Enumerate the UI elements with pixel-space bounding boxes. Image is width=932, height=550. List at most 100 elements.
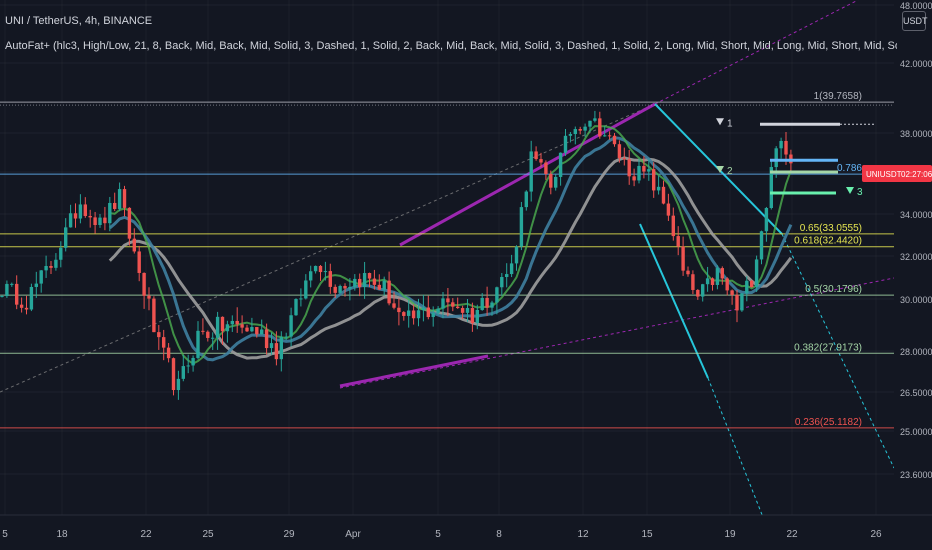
candle[interactable] bbox=[318, 264, 323, 281]
candle[interactable] bbox=[240, 315, 244, 334]
candle[interactable] bbox=[235, 307, 239, 333]
candle[interactable] bbox=[529, 140, 533, 202]
candle[interactable] bbox=[113, 192, 117, 212]
candle[interactable] bbox=[157, 324, 161, 350]
candle[interactable] bbox=[176, 370, 181, 400]
candle[interactable] bbox=[54, 253, 58, 271]
candle[interactable] bbox=[495, 286, 499, 315]
candle[interactable] bbox=[103, 206, 107, 231]
candle[interactable] bbox=[142, 272, 146, 309]
candle[interactable] bbox=[211, 332, 215, 351]
candle[interactable] bbox=[740, 293, 744, 312]
candle[interactable] bbox=[59, 241, 63, 268]
candle[interactable] bbox=[362, 261, 367, 299]
candle[interactable] bbox=[607, 131, 612, 140]
candle[interactable] bbox=[759, 230, 764, 265]
candle[interactable] bbox=[93, 211, 97, 234]
candle[interactable] bbox=[647, 158, 651, 181]
candle[interactable] bbox=[480, 293, 484, 311]
candle[interactable] bbox=[402, 311, 406, 321]
candle[interactable] bbox=[622, 147, 626, 166]
candle[interactable] bbox=[696, 289, 700, 300]
candle[interactable] bbox=[750, 279, 754, 288]
candle[interactable] bbox=[558, 152, 563, 186]
candle[interactable] bbox=[127, 207, 132, 246]
price-axis[interactable]: 48.000042.000038.000036.000034.000032.00… bbox=[862, 0, 932, 550]
candle[interactable] bbox=[397, 298, 401, 326]
candle[interactable] bbox=[681, 236, 685, 276]
candle[interactable] bbox=[392, 291, 396, 310]
candle[interactable] bbox=[78, 194, 83, 224]
candle[interactable] bbox=[485, 286, 489, 316]
candle[interactable] bbox=[108, 196, 112, 232]
candle[interactable] bbox=[632, 168, 636, 187]
candle[interactable] bbox=[764, 206, 769, 242]
candle[interactable] bbox=[603, 126, 607, 137]
candle[interactable] bbox=[206, 330, 210, 342]
time-axis[interactable]: 5 18 22 25 29 Apr 5 8 12 15 19 22 26 bbox=[0, 514, 932, 550]
candle[interactable] bbox=[387, 271, 391, 306]
candle[interactable] bbox=[578, 126, 582, 135]
candle[interactable] bbox=[769, 161, 773, 210]
candle[interactable] bbox=[230, 315, 234, 332]
candle[interactable] bbox=[333, 284, 337, 299]
candle[interactable] bbox=[98, 214, 102, 228]
candle[interactable] bbox=[220, 316, 225, 345]
candle[interactable] bbox=[441, 291, 445, 319]
candle[interactable] bbox=[691, 270, 695, 295]
candle[interactable] bbox=[745, 276, 749, 302]
candle[interactable] bbox=[225, 320, 230, 343]
indicator-legend[interactable]: AutoFat+ (hlc3, High/Low, 21, 8, Back, M… bbox=[5, 40, 897, 52]
candle[interactable] bbox=[563, 129, 568, 156]
candle[interactable] bbox=[279, 331, 283, 372]
candle[interactable] bbox=[29, 283, 34, 312]
candle[interactable] bbox=[710, 277, 715, 291]
candle[interactable] bbox=[343, 283, 347, 297]
candle[interactable] bbox=[0, 295, 4, 298]
candle[interactable] bbox=[652, 162, 656, 198]
candle[interactable] bbox=[122, 185, 127, 217]
candle[interactable] bbox=[671, 207, 675, 241]
candle[interactable] bbox=[348, 277, 352, 301]
candle[interactable] bbox=[505, 263, 509, 288]
candle[interactable] bbox=[377, 274, 381, 291]
candle[interactable] bbox=[264, 323, 269, 355]
candle[interactable] bbox=[514, 245, 519, 271]
candle[interactable] bbox=[284, 332, 288, 341]
candle[interactable] bbox=[554, 174, 558, 191]
candle[interactable] bbox=[617, 140, 622, 163]
candle[interactable] bbox=[573, 126, 577, 145]
candle[interactable] bbox=[779, 137, 783, 159]
candle[interactable] bbox=[725, 277, 729, 296]
candle[interactable] bbox=[475, 304, 479, 330]
candle[interactable] bbox=[299, 288, 303, 307]
candle[interactable] bbox=[519, 201, 524, 251]
candle[interactable] bbox=[260, 319, 264, 335]
candle[interactable] bbox=[358, 273, 362, 297]
candle[interactable] bbox=[24, 295, 29, 315]
candle[interactable] bbox=[269, 332, 274, 355]
candle[interactable] bbox=[245, 324, 249, 333]
candle[interactable] bbox=[15, 275, 19, 310]
candle[interactable] bbox=[465, 299, 470, 322]
candle[interactable] bbox=[171, 357, 176, 396]
candle[interactable] bbox=[431, 306, 435, 327]
candle[interactable] bbox=[642, 156, 646, 179]
candle[interactable] bbox=[715, 265, 720, 290]
candle[interactable] bbox=[181, 354, 185, 382]
candle[interactable] bbox=[500, 272, 504, 296]
candle[interactable] bbox=[196, 321, 200, 360]
candle[interactable] bbox=[627, 149, 631, 185]
candle[interactable] bbox=[421, 294, 426, 322]
candle[interactable] bbox=[436, 306, 440, 316]
candle[interactable] bbox=[323, 261, 328, 281]
candle[interactable] bbox=[304, 274, 308, 300]
candle[interactable] bbox=[137, 245, 141, 282]
candle[interactable] bbox=[661, 180, 666, 205]
candle[interactable] bbox=[656, 175, 661, 195]
candle[interactable] bbox=[186, 354, 190, 374]
candle[interactable] bbox=[83, 197, 87, 218]
candle[interactable] bbox=[593, 110, 597, 123]
candle[interactable] bbox=[10, 282, 14, 287]
candle[interactable] bbox=[730, 289, 734, 305]
